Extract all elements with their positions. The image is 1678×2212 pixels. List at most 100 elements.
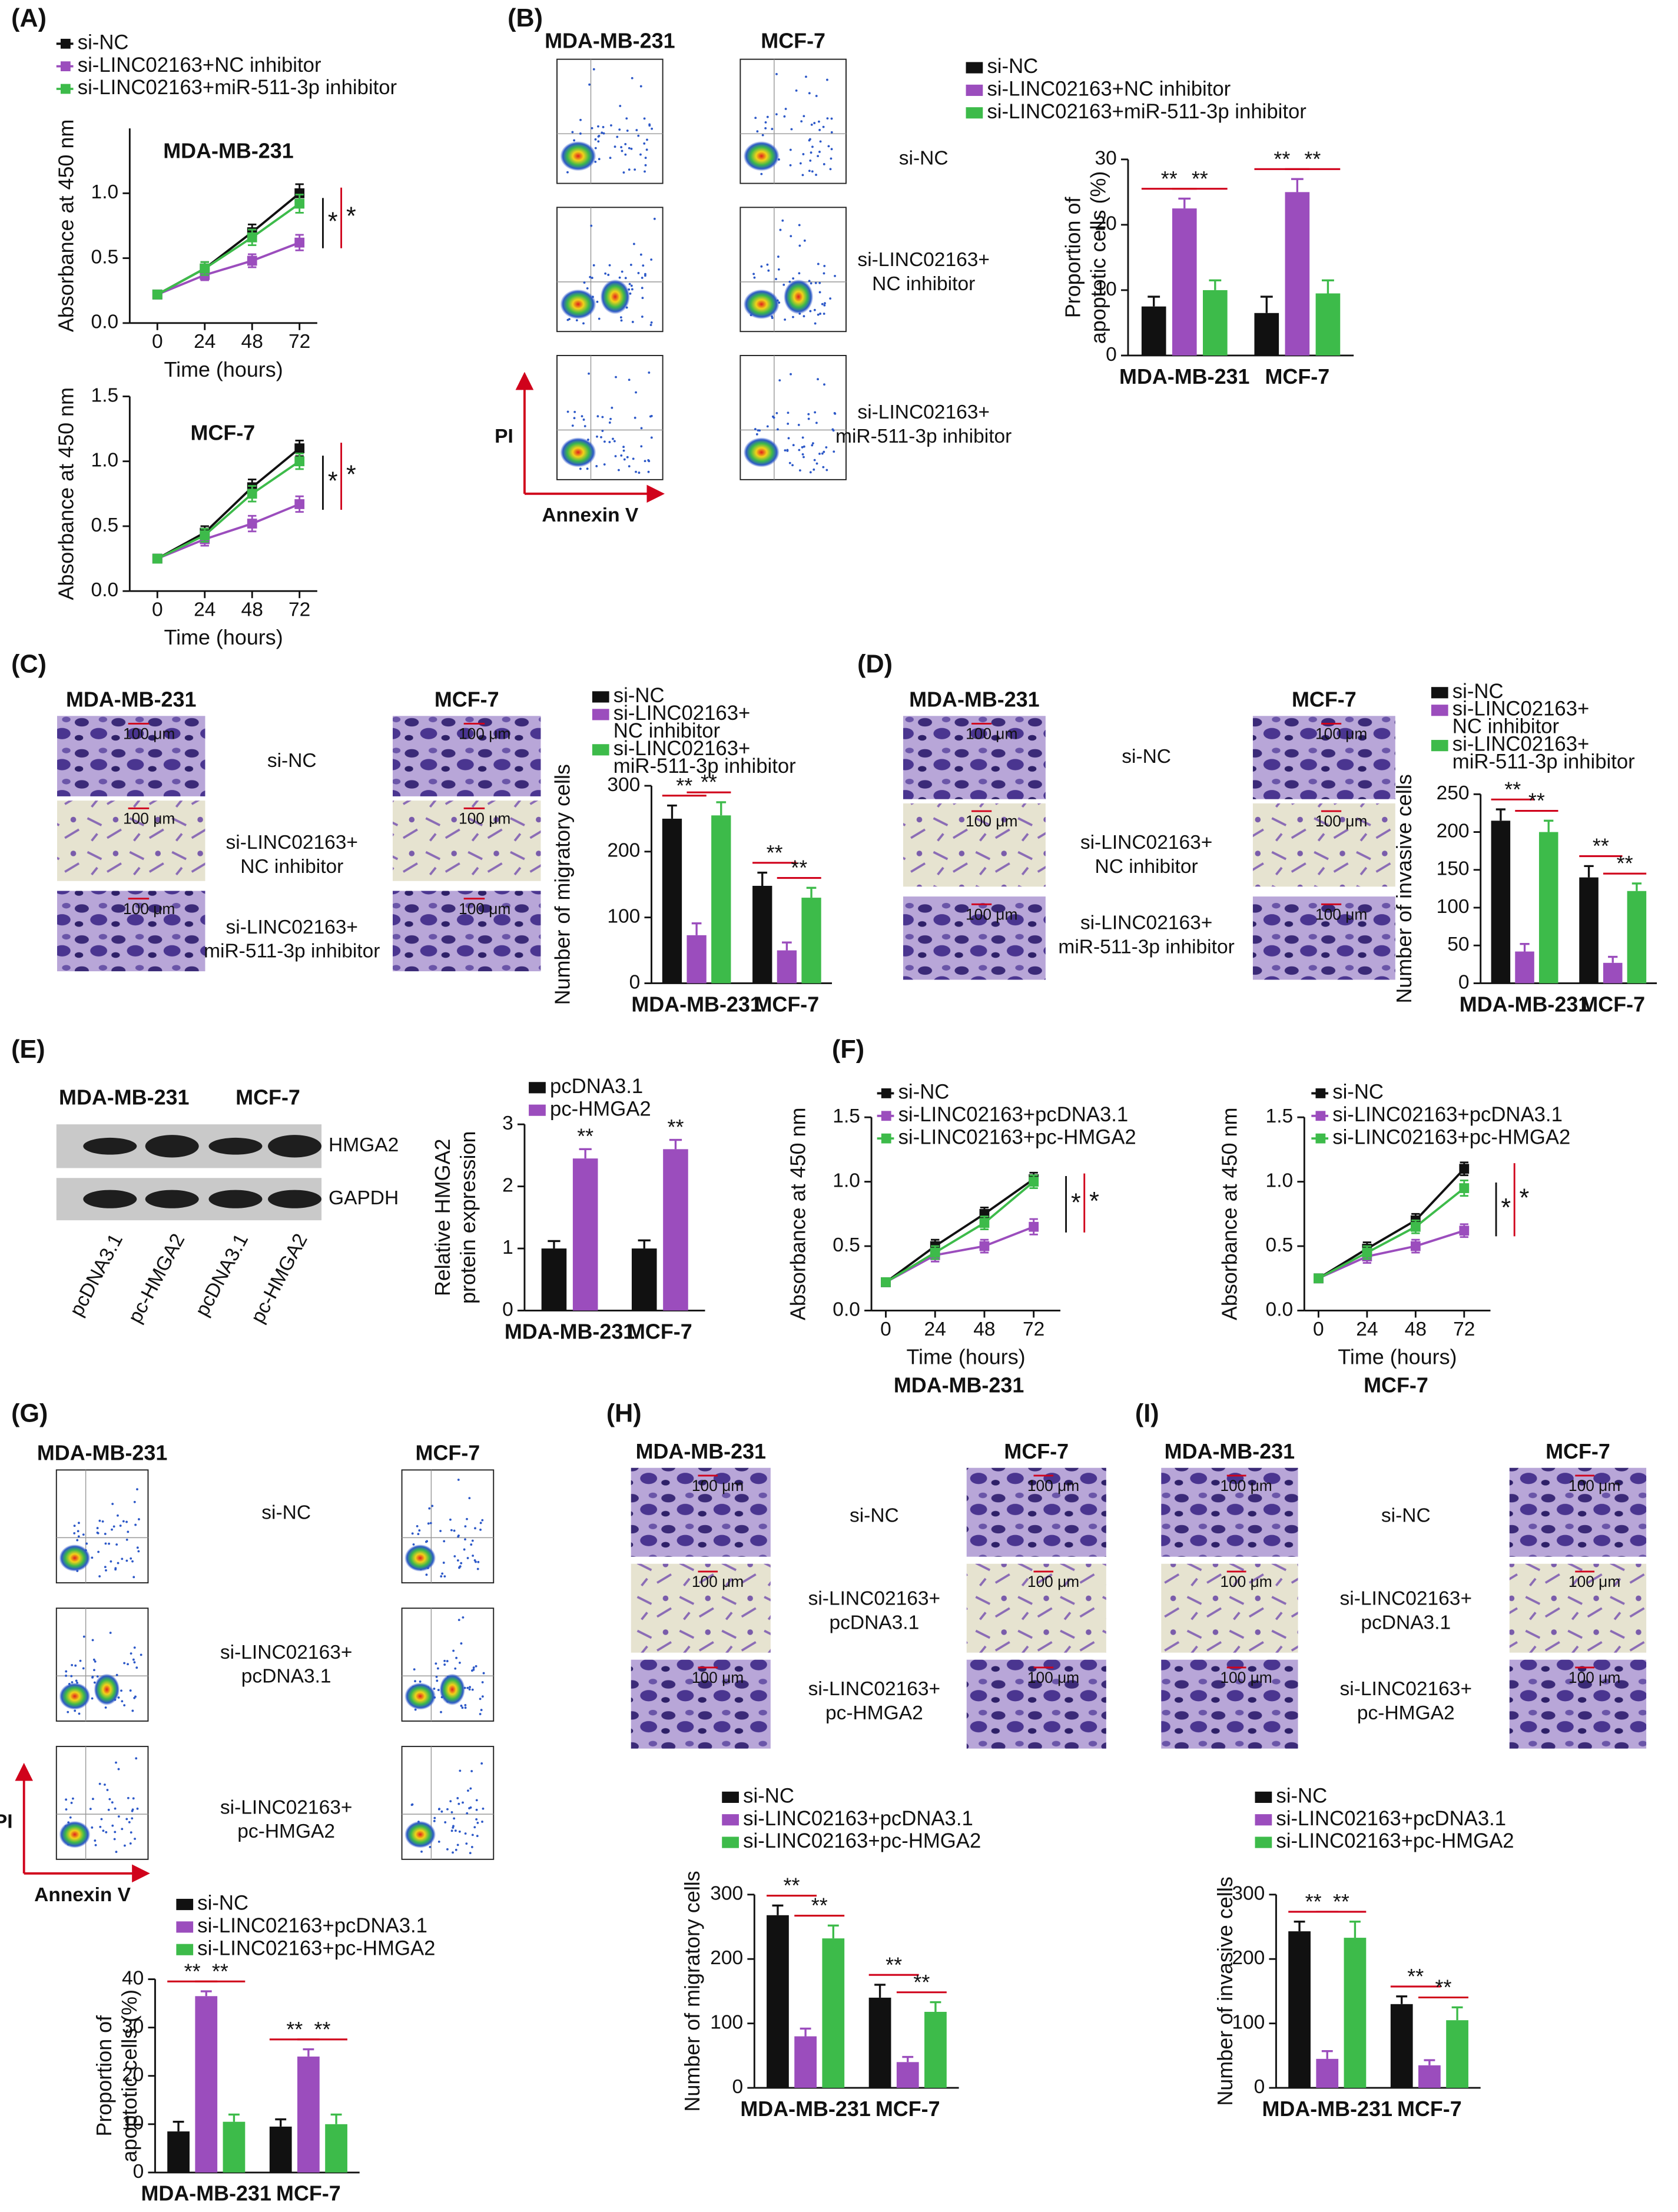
flow-dot	[640, 445, 643, 448]
flow-dot	[131, 1817, 134, 1820]
flow-dot	[438, 1808, 441, 1811]
flow-dot	[94, 1839, 97, 1842]
flow-dot	[766, 263, 769, 266]
flow-cluster	[560, 437, 596, 467]
y-axis-label: Number of invasive cells	[1392, 774, 1416, 1003]
flow-dot	[131, 1808, 134, 1811]
y-tick-label: 1.5	[1266, 1105, 1294, 1127]
bar	[572, 1158, 598, 1311]
y-tick-label: 1	[502, 1237, 513, 1258]
flow-dot	[111, 1801, 114, 1804]
lane-label: pc-HMGA2	[247, 1230, 311, 1327]
flow-dot	[459, 1769, 462, 1772]
flow-dot	[581, 415, 583, 418]
flow-dot	[443, 1540, 446, 1543]
scale-bar-label: 100 μm	[123, 900, 175, 918]
flow-dot	[792, 277, 795, 280]
flow-dot	[642, 264, 645, 267]
bar	[1538, 832, 1558, 984]
flow-dot	[67, 1711, 69, 1713]
row-label: si-LINC02163+	[1080, 912, 1213, 934]
bar	[868, 1997, 891, 2088]
flow-dot	[809, 471, 812, 474]
flow-dot	[459, 1565, 462, 1568]
flow-dot	[626, 456, 629, 459]
flow-dot	[813, 459, 816, 461]
flow-dot	[475, 1799, 478, 1802]
flow-dot	[76, 1539, 79, 1542]
flow-dot	[65, 1798, 68, 1801]
significance: **	[701, 770, 717, 794]
flow-dot	[466, 1812, 469, 1815]
point	[152, 553, 163, 564]
line	[157, 202, 300, 296]
significance: *	[1089, 1187, 1099, 1215]
flow-dot	[799, 162, 802, 165]
y-tick-label: 0	[629, 971, 641, 993]
legend-swatch	[1315, 1088, 1326, 1098]
scale-bar-label: 100 μm	[1027, 1477, 1079, 1494]
flow-dot	[414, 1680, 416, 1683]
flow-dot	[468, 1688, 471, 1690]
y-tick-label: 0.0	[91, 579, 119, 601]
flow-dot	[597, 140, 600, 143]
flow-dot	[818, 291, 821, 294]
flow-dot	[753, 276, 756, 279]
legend-swatch	[881, 1133, 891, 1144]
flow-dot	[650, 436, 653, 439]
flow-dot	[641, 277, 644, 279]
error-bar	[772, 1904, 784, 1915]
flow-dot	[119, 1525, 122, 1527]
flow-dot	[823, 304, 826, 307]
flow-dot	[638, 471, 641, 474]
flow-dot	[784, 449, 787, 452]
flow-dot	[613, 440, 616, 443]
flow-dot	[458, 1661, 461, 1664]
error-bar	[782, 941, 792, 951]
error-bar	[1349, 1921, 1361, 1938]
flow-dot	[618, 128, 621, 131]
flow-dot	[801, 446, 804, 449]
flow-dot	[764, 121, 767, 124]
flow-dot	[635, 129, 638, 132]
flow-dot	[586, 467, 589, 470]
row-label: si-NC	[267, 750, 317, 772]
flow-dot	[600, 436, 602, 439]
x-tick-label: MDA-MB-231	[1460, 992, 1590, 1016]
flow-dot	[621, 270, 624, 273]
legend-swatch	[592, 709, 609, 720]
flow-dot	[800, 120, 803, 123]
flow-dot	[85, 1542, 88, 1545]
flow-dot	[91, 1697, 94, 1700]
legend-swatch	[722, 1836, 739, 1848]
micrograph	[965, 1562, 1108, 1655]
flow-dot	[583, 281, 586, 284]
flow-dot	[767, 269, 770, 272]
flow-dot	[455, 1848, 457, 1851]
flow-dot	[458, 1830, 461, 1833]
bar	[1627, 891, 1647, 984]
flow-dot	[470, 1846, 473, 1848]
y-tick-label: 200	[1232, 1947, 1265, 1969]
flow-dot	[825, 469, 828, 471]
significance: *	[328, 207, 338, 235]
flow-dot	[619, 105, 622, 107]
flow-dot	[632, 243, 635, 245]
micrograph	[901, 895, 1047, 981]
x-tick-label: MCF-7	[1397, 2097, 1462, 2121]
legend-swatch	[592, 744, 609, 756]
significance: **	[577, 1124, 593, 1148]
flow-dot	[813, 308, 816, 311]
flow-dot	[771, 317, 774, 320]
row-label: si-NC	[1122, 746, 1171, 768]
flow-dot	[82, 1667, 85, 1670]
flow-dot	[457, 1619, 460, 1622]
flow-dot	[620, 319, 623, 322]
flow-dot	[472, 1668, 475, 1671]
significance: **	[676, 773, 692, 798]
flow-cluster	[439, 1673, 465, 1706]
flow-dot	[91, 1826, 94, 1829]
scale-bar-label: 100 μm	[966, 905, 1017, 923]
flow-dot	[802, 445, 805, 448]
